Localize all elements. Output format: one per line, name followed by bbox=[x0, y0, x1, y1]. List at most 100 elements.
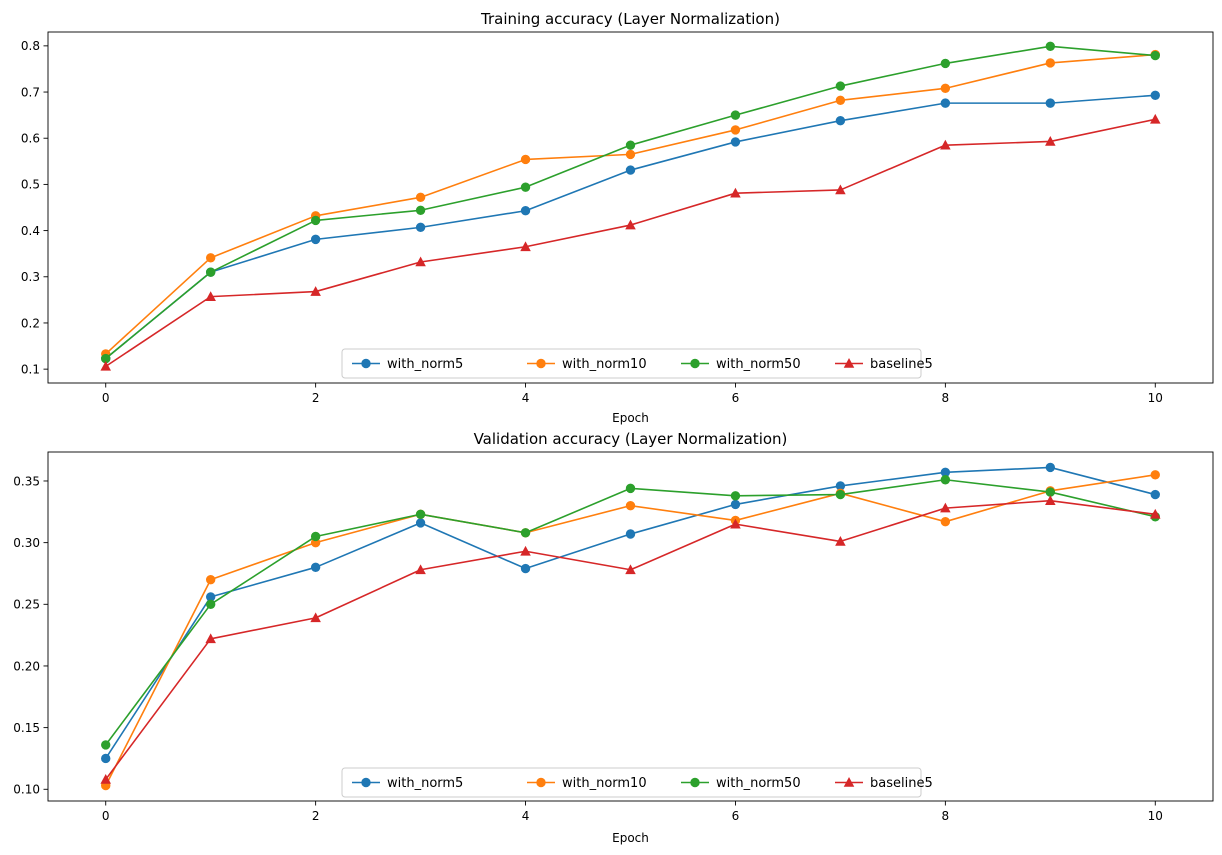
legend-marker bbox=[536, 358, 546, 369]
y-tick-label: 0.35 bbox=[13, 474, 40, 488]
legend-item-baseline5: baseline5 bbox=[835, 776, 933, 791]
legend: with_norm5 with_norm10 with_norm50 baseline… bbox=[341, 348, 933, 379]
data-point bbox=[415, 192, 426, 203]
data-point bbox=[415, 222, 426, 233]
x-tick-label: 8 bbox=[942, 809, 950, 823]
data-point bbox=[625, 564, 636, 575]
series-with_norm5 bbox=[101, 90, 1160, 364]
data-point bbox=[730, 110, 741, 120]
y-tick-label: 0.15 bbox=[13, 721, 40, 735]
legend-item-with_norm50: with_norm50 bbox=[681, 776, 801, 791]
data-point bbox=[205, 291, 216, 301]
data-point bbox=[415, 564, 426, 575]
data-point bbox=[730, 137, 741, 147]
data-point bbox=[940, 83, 951, 94]
legend-label: with_norm50 bbox=[716, 776, 801, 791]
series-with_norm5 bbox=[101, 462, 1160, 764]
data-point bbox=[625, 149, 636, 160]
y-tick-label: 0.1 bbox=[21, 362, 40, 376]
legend-label: with_norm5 bbox=[387, 357, 463, 372]
x-tick-label: 2 bbox=[312, 809, 320, 823]
legend-marker bbox=[361, 777, 371, 788]
data-point bbox=[205, 599, 216, 610]
legend-label: with_norm10 bbox=[562, 357, 647, 372]
data-point bbox=[940, 502, 951, 513]
legend-label: baseline5 bbox=[870, 776, 933, 791]
legend-item-with_norm5: with_norm5 bbox=[352, 776, 463, 791]
y-tick-label: 0.2 bbox=[21, 316, 40, 330]
data-point bbox=[101, 740, 111, 750]
series-line bbox=[105, 499, 1156, 780]
data-point bbox=[1045, 136, 1056, 146]
data-point bbox=[1045, 487, 1056, 497]
data-point bbox=[730, 518, 741, 529]
data-point bbox=[100, 773, 111, 784]
data-point bbox=[1045, 462, 1056, 473]
chart-panel-2: Validation accuracy (Layer Normalization… bbox=[13, 430, 1214, 845]
series-line bbox=[105, 478, 1156, 746]
y-tick-label: 0.20 bbox=[13, 659, 40, 673]
data-point bbox=[940, 139, 951, 150]
data-point bbox=[205, 574, 216, 585]
data-point bbox=[940, 58, 951, 69]
data-point bbox=[205, 253, 216, 263]
y-tick-label: 0.25 bbox=[13, 598, 40, 612]
data-point bbox=[520, 241, 531, 252]
y-tick-label: 0.5 bbox=[21, 178, 40, 192]
data-point bbox=[835, 95, 846, 106]
x-tick-label: 6 bbox=[732, 391, 740, 405]
data-point bbox=[520, 206, 531, 216]
y-tick-label: 0.7 bbox=[21, 85, 40, 99]
plot-frame bbox=[47, 31, 1214, 384]
legend-marker bbox=[690, 358, 700, 369]
y-tick-label: 0.6 bbox=[21, 132, 40, 146]
chart-panel-1: Training accuracy (Layer Normalization) 0… bbox=[21, 10, 1214, 425]
legend-item-with_norm5: with_norm5 bbox=[352, 357, 463, 372]
data-point bbox=[520, 563, 531, 574]
data-point bbox=[205, 267, 216, 277]
chart-title: Training accuracy (Layer Normalization) bbox=[480, 10, 780, 28]
data-point bbox=[415, 518, 426, 528]
legend-item-with_norm50: with_norm50 bbox=[681, 357, 801, 372]
x-tick-label: 10 bbox=[1148, 809, 1163, 823]
legend-item-with_norm10: with_norm10 bbox=[527, 776, 647, 791]
x-tick-label: 8 bbox=[942, 391, 950, 405]
data-point bbox=[101, 753, 111, 764]
data-point bbox=[625, 529, 636, 539]
data-point bbox=[940, 475, 951, 485]
x-axis-label: Epoch bbox=[612, 411, 649, 425]
data-point bbox=[625, 483, 636, 494]
data-point bbox=[1045, 495, 1056, 506]
series-baseline5 bbox=[100, 495, 1161, 784]
data-point bbox=[940, 98, 951, 108]
x-tick-label: 0 bbox=[102, 391, 110, 405]
data-point bbox=[835, 535, 846, 546]
data-point bbox=[1150, 508, 1161, 519]
legend: with_norm5 with_norm10 with_norm50 baseline… bbox=[341, 767, 933, 798]
legend-item-baseline5: baseline5 bbox=[835, 357, 933, 372]
data-point bbox=[1045, 98, 1056, 108]
data-point bbox=[310, 531, 321, 542]
data-point bbox=[730, 491, 741, 501]
data-point bbox=[1150, 470, 1160, 480]
data-point bbox=[100, 360, 111, 371]
legend-marker bbox=[536, 777, 546, 788]
y-tick-label: 0.4 bbox=[21, 224, 40, 238]
legend-label: with_norm10 bbox=[562, 776, 647, 791]
data-point bbox=[730, 187, 741, 198]
series-baseline5 bbox=[100, 113, 1161, 371]
y-tick-label: 0.10 bbox=[13, 783, 40, 797]
data-point bbox=[310, 612, 321, 623]
data-point bbox=[625, 219, 636, 230]
series-with_norm50 bbox=[101, 41, 1160, 364]
data-point bbox=[1150, 50, 1160, 61]
data-point bbox=[835, 81, 846, 91]
data-point bbox=[1045, 58, 1056, 68]
plot-frame bbox=[47, 451, 1214, 802]
data-point bbox=[1150, 489, 1160, 500]
legend-item-with_norm10: with_norm10 bbox=[527, 357, 647, 372]
x-tick-label: 2 bbox=[312, 391, 320, 405]
data-point bbox=[625, 140, 636, 150]
data-point bbox=[730, 125, 741, 135]
data-point bbox=[205, 633, 216, 644]
